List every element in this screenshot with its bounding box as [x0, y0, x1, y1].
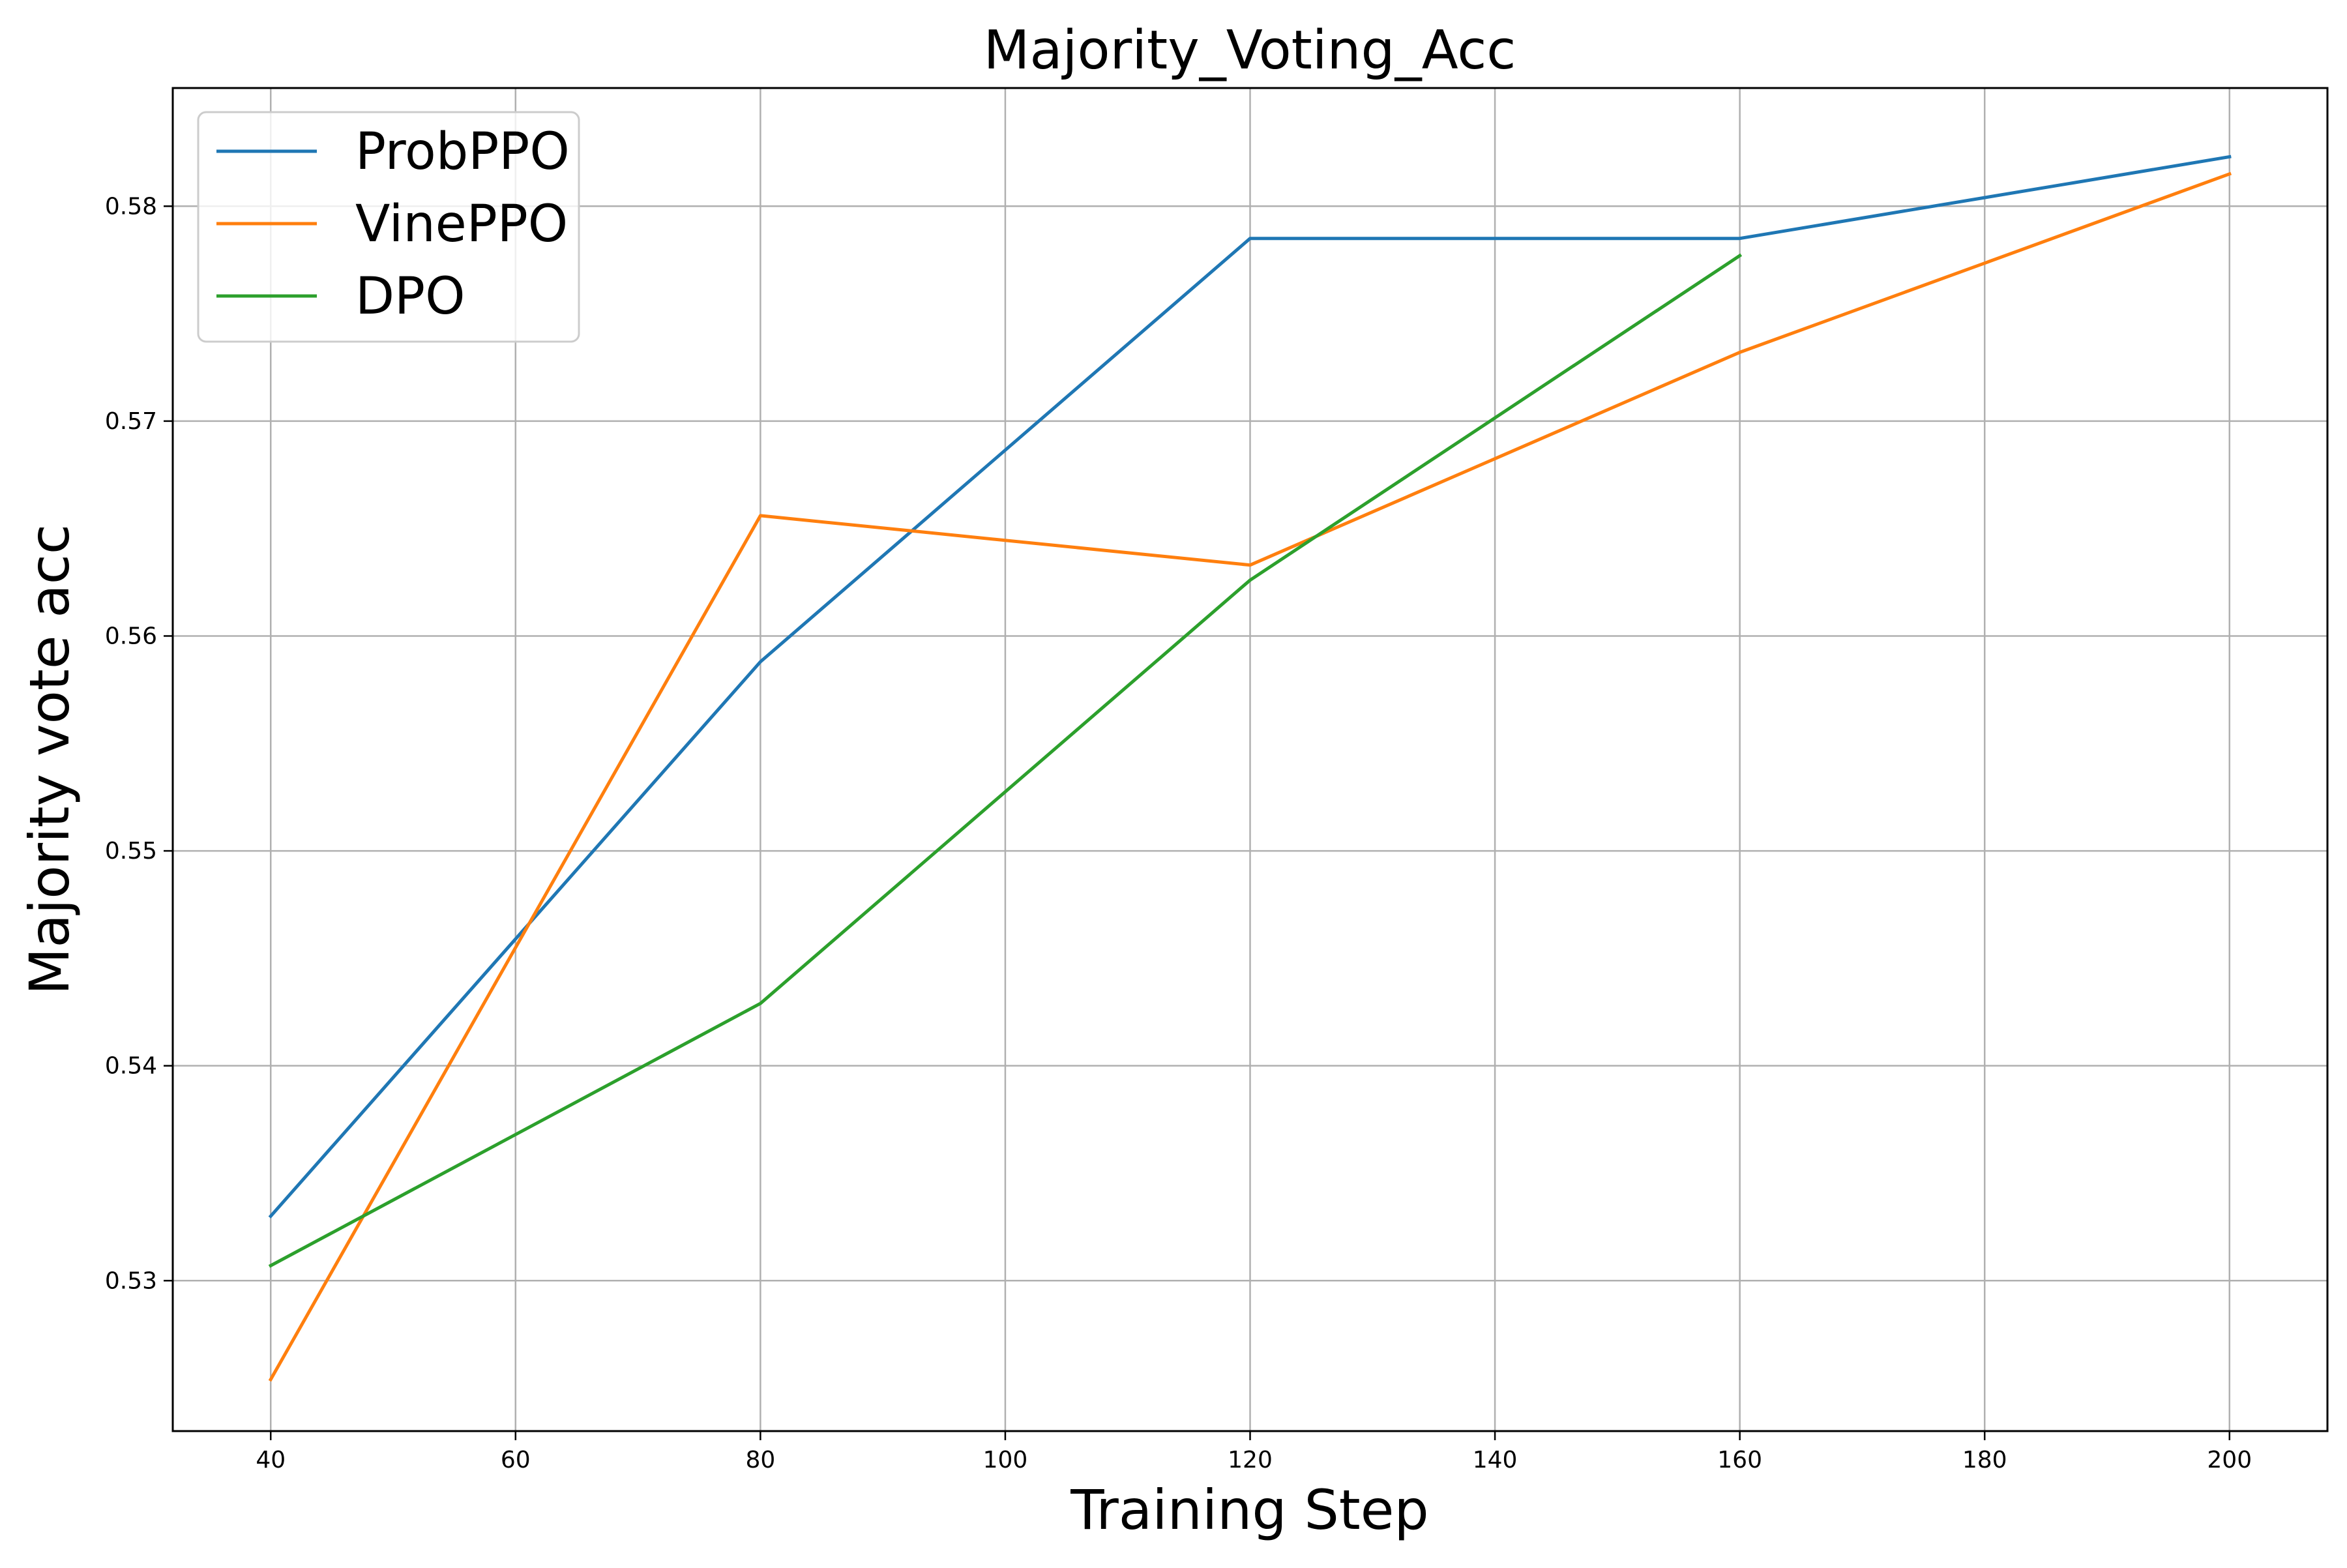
legend-label-dpo: DPO — [355, 267, 465, 326]
x-tick-label: 60 — [501, 1447, 531, 1473]
y-tick-label: 0.53 — [105, 1267, 157, 1294]
x-tick-label: 80 — [745, 1447, 775, 1473]
legend-label-vineppo: VinePPO — [355, 195, 568, 254]
axis-ticks: 40 60 80 100 120 140 160 180 200 0.53 0.54 0.55 0.56… — [105, 193, 2252, 1473]
y-tick-label: 0.56 — [105, 623, 157, 649]
series-line-probppo — [268, 155, 2232, 1219]
legend-label-probppo: ProbPPO — [355, 123, 570, 181]
y-axis-label: Majority vote acc — [18, 524, 81, 995]
legend: ProbPPO VinePPO DPO — [197, 111, 580, 343]
x-axis-label: Training Step — [1070, 1478, 1428, 1542]
x-tick-label: 120 — [1228, 1447, 1273, 1473]
x-tick-label: 140 — [1473, 1447, 1518, 1473]
x-tick-label: 200 — [2207, 1447, 2252, 1473]
grid-lines — [173, 88, 2327, 1431]
series-line-vineppo — [268, 171, 2232, 1382]
x-tick-label: 100 — [983, 1447, 1028, 1473]
legend-box — [197, 111, 580, 343]
y-tick-label: 0.58 — [105, 193, 157, 220]
y-tick-label: 0.55 — [105, 838, 157, 865]
x-tick-label: 40 — [256, 1447, 286, 1473]
series-line-dpo — [268, 253, 1743, 1268]
x-tick-label: 160 — [1717, 1447, 1762, 1473]
y-tick-label: 0.54 — [105, 1053, 157, 1080]
y-tick-label: 0.57 — [105, 408, 157, 435]
chart-title: Majority_Voting_Acc — [984, 20, 1516, 81]
series-lines — [268, 155, 2232, 1382]
x-tick-label: 180 — [1962, 1447, 2007, 1473]
